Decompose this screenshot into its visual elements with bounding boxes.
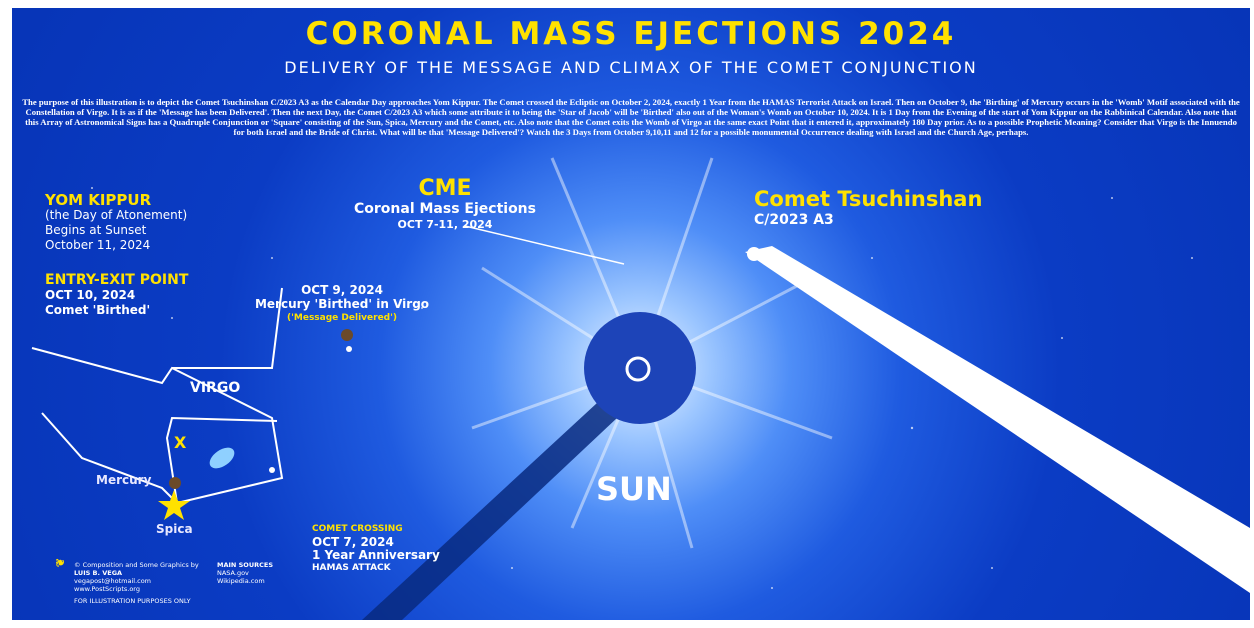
sun-label: SUN bbox=[596, 470, 672, 508]
designation: C/2023 A3 bbox=[754, 212, 982, 228]
line: October 11, 2024 bbox=[45, 238, 187, 253]
comet-crossing: COMET CROSSING OCT 7, 2024 1 Year Annive… bbox=[312, 523, 440, 575]
mercury-birth: OCT 9, 2024 Mercury 'Birthed' in Virgo (… bbox=[252, 283, 432, 325]
line: (the Day of Atonement) bbox=[45, 208, 187, 223]
comet-tail bbox=[745, 246, 1250, 593]
line: OCT 7-11, 2024 bbox=[330, 217, 560, 232]
note: HAMAS ATTACK bbox=[312, 562, 440, 575]
entry-exit: ENTRY-EXIT POINT OCT 10, 2024 Comet 'Bir… bbox=[45, 273, 188, 318]
comet-label: Comet Tsuchinshan C/2023 A3 bbox=[754, 186, 982, 228]
heading: YOM KIPPUR bbox=[45, 193, 187, 208]
line: Coronal Mass Ejections bbox=[330, 202, 560, 217]
subtitle: DELIVERY OF THE MESSAGE AND CLIMAX OF TH… bbox=[12, 58, 1250, 77]
line: Mercury 'Birthed' in Virgo bbox=[252, 297, 432, 311]
title: CORONAL MASS EJECTIONS 2024 bbox=[12, 16, 1250, 52]
comet-icon bbox=[206, 443, 238, 472]
note: ('Message Delivered') bbox=[252, 311, 432, 325]
line: Wikipedia.com bbox=[217, 577, 273, 585]
line: Comet 'Birthed' bbox=[45, 303, 188, 318]
virgo-label: VIRGO bbox=[190, 380, 240, 396]
line: vegapost@hotmail.com bbox=[74, 577, 199, 585]
line: www.PostScripts.org bbox=[74, 585, 199, 593]
line: OCT 10, 2024 bbox=[45, 288, 188, 303]
heading: MAIN SOURCES bbox=[217, 561, 273, 569]
sources: MAIN SOURCES NASA.gov Wikipedia.com bbox=[217, 561, 273, 585]
heading: ENTRY-EXIT POINT bbox=[45, 273, 188, 288]
line: 1 Year Anniversary bbox=[312, 549, 440, 562]
occulting-disk bbox=[584, 312, 696, 424]
line: LUIS B. VEGA bbox=[74, 569, 199, 577]
spica-star bbox=[158, 490, 190, 520]
disclaimer: FOR ILLUSTRATION PURPOSES ONLY bbox=[74, 597, 199, 605]
line: Begins at Sunset bbox=[45, 223, 187, 238]
heading: CME bbox=[330, 176, 560, 202]
cme: CME Coronal Mass Ejections OCT 7-11, 202… bbox=[330, 176, 560, 232]
entry-mark: X bbox=[174, 433, 186, 452]
mercury-marker bbox=[169, 477, 181, 489]
line: © Composition and Some Graphics by bbox=[74, 561, 199, 569]
mercury-glow bbox=[346, 346, 352, 352]
mercury-planet bbox=[341, 329, 353, 341]
credits: © Composition and Some Graphics by LUIS … bbox=[74, 561, 199, 605]
spica-label: Spica bbox=[156, 522, 193, 536]
page: CORONAL MASS EJECTIONS 2024 DELIVERY OF … bbox=[0, 0, 1254, 628]
description: The purpose of this illustration is to d… bbox=[22, 97, 1240, 137]
yom-kippur: YOM KIPPUR (the Day of Atonement) Begins… bbox=[45, 193, 187, 253]
sun-marker bbox=[269, 467, 275, 473]
line: NASA.gov bbox=[217, 569, 273, 577]
comet-head bbox=[747, 247, 761, 261]
line: OCT 9, 2024 bbox=[252, 283, 432, 297]
illustration: CORONAL MASS EJECTIONS 2024 DELIVERY OF … bbox=[12, 8, 1250, 620]
virgo-lines bbox=[32, 288, 282, 503]
logo: ❦ bbox=[54, 558, 67, 567]
heading: Comet Tsuchinshan bbox=[754, 186, 982, 212]
mercury-label: Mercury bbox=[96, 473, 151, 487]
